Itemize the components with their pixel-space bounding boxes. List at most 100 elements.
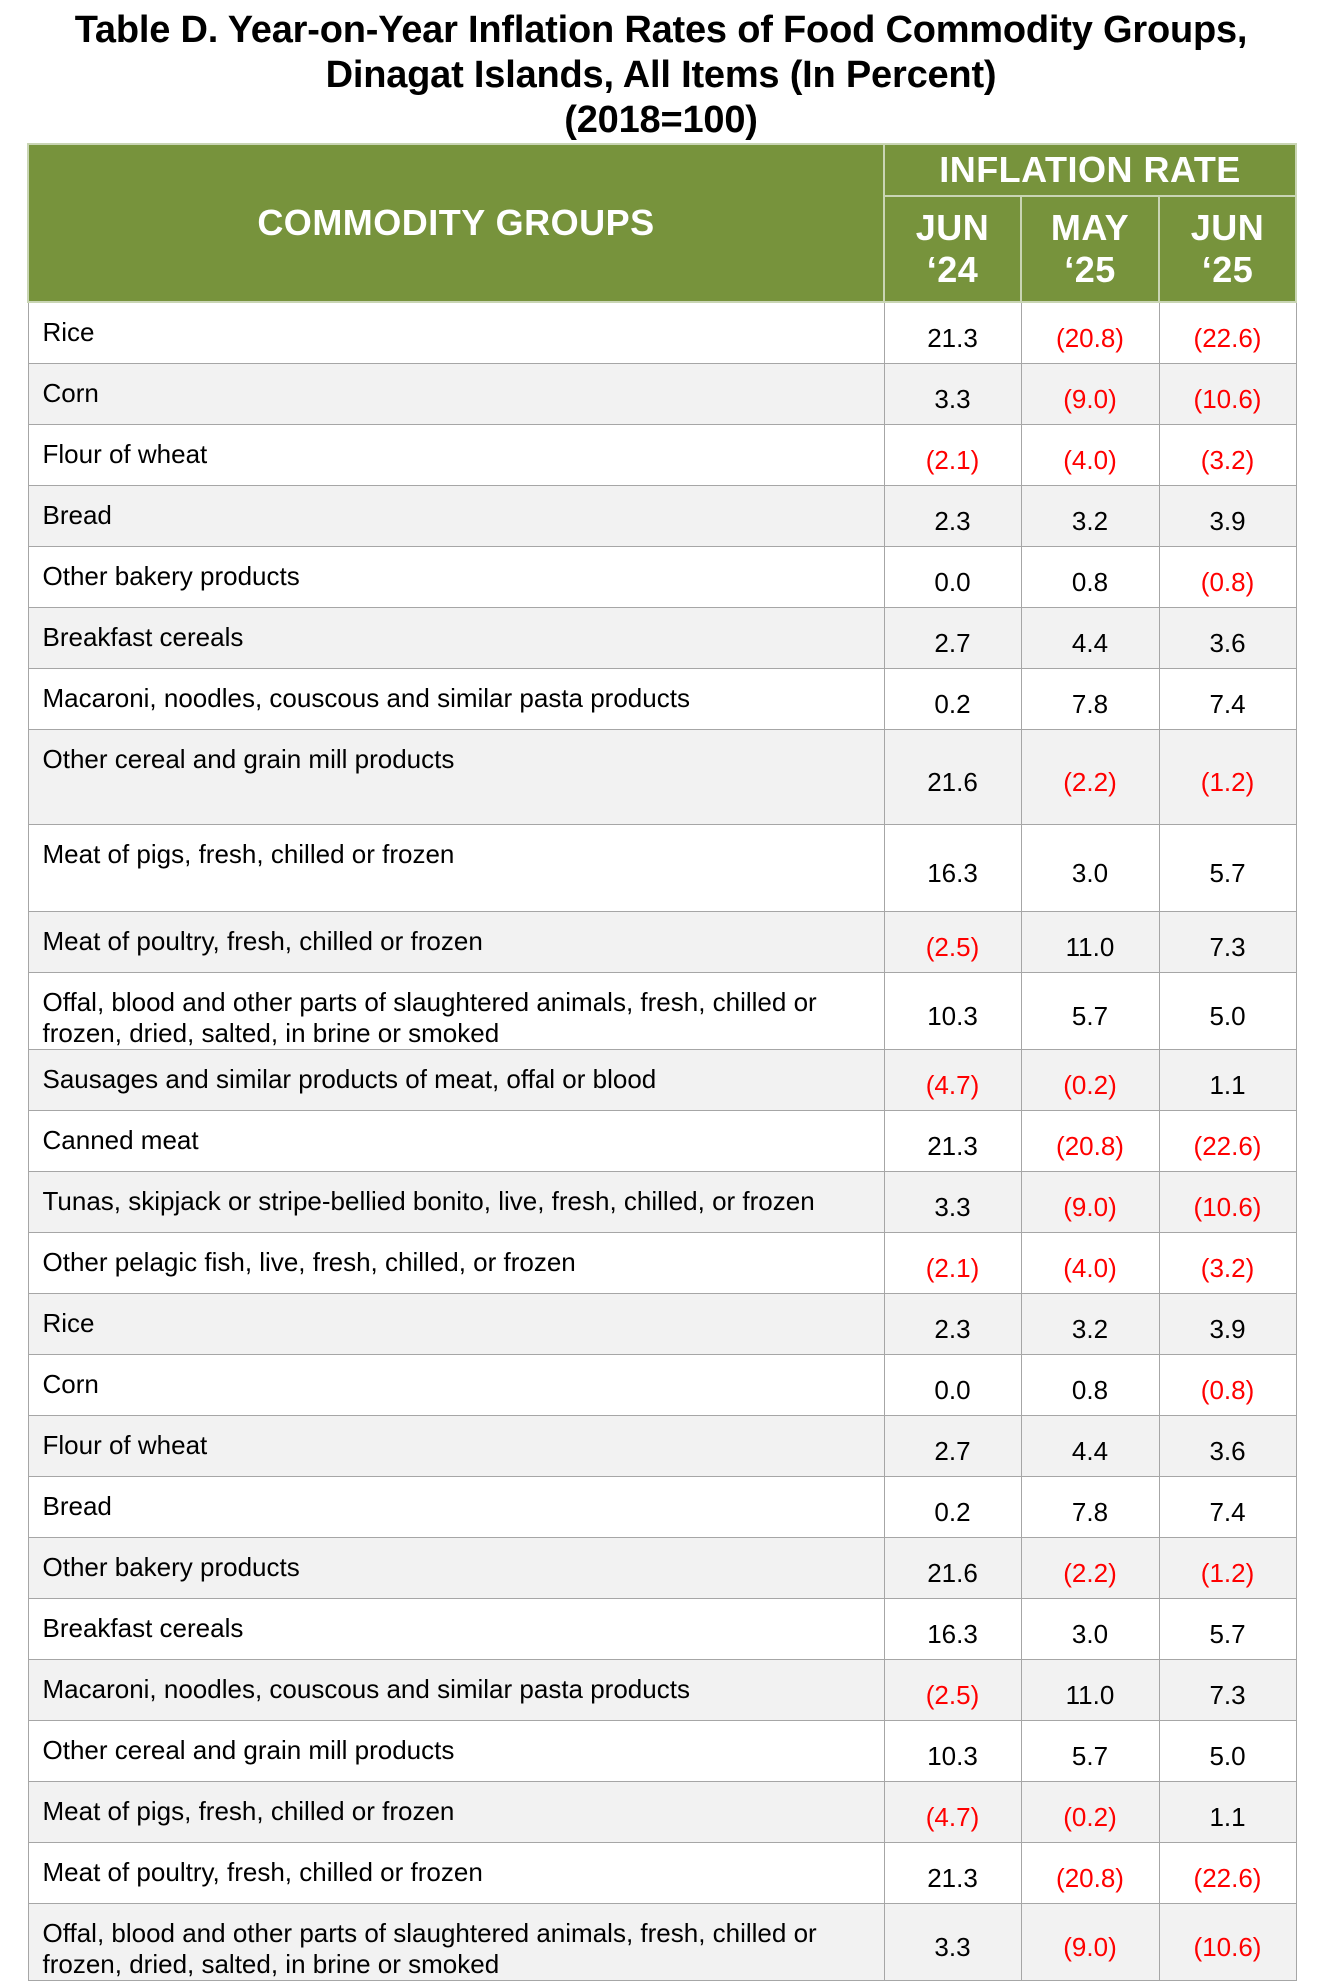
rate-cell: 21.3 [883,301,1022,364]
column-header-jun-24: JUN ‘24 [883,195,1022,303]
rate-cell: 21.3 [883,1842,1022,1904]
rate-cell: 2.7 [883,1415,1022,1477]
commodity-name: Offal, blood and other parts of slaughte… [27,1903,885,1981]
table-row: Meat of pigs, fresh, chilled or frozen 16… [27,824,1297,912]
rate-cell: (3.2) [1158,1232,1297,1294]
inflation-rate-header: INFLATION RATE [882,143,1298,197]
table-row: Bread 2.3 3.2 3.9 [27,485,1297,547]
rate-cell: 2.3 [883,485,1022,547]
commodity-name: Other bakery products [27,1537,885,1599]
rate-cell: (22.6) [1158,301,1297,364]
rate-cell: 0.2 [883,668,1022,730]
rate-cell: (0.2) [1020,1781,1160,1843]
table-row: Tunas, skipjack or stripe-bellied bonito… [27,1171,1297,1233]
rate-cell: 5.7 [1158,1598,1297,1660]
rate-cell: 7.3 [1158,1659,1297,1721]
table-row: Breakfast cereals 2.7 4.4 3.6 [27,607,1297,669]
rate-cell: 3.3 [883,1903,1022,1981]
rate-cell: (4.7) [883,1781,1022,1843]
commodity-name: Breakfast cereals [27,1598,885,1660]
rate-cell: (10.6) [1158,363,1297,425]
table-row: Meat of poultry, fresh, chilled or froze… [27,911,1297,973]
rate-cell: (22.6) [1158,1110,1297,1172]
commodity-name: Meat of pigs, fresh, chilled or frozen [27,824,885,912]
rate-cell: (4.7) [883,1049,1022,1111]
rate-cell: (22.6) [1158,1842,1297,1904]
column-year: ‘24 [926,249,979,290]
commodity-name: Sausages and similar products of meat, o… [27,1049,885,1111]
column-year: ‘25 [1201,249,1254,290]
commodity-name: Offal, blood and other parts of slaughte… [27,972,885,1050]
commodity-name: Macaroni, noodles, couscous and similar … [27,1659,885,1721]
rate-cell: 3.6 [1158,607,1297,669]
rate-cell: (9.0) [1020,1171,1160,1233]
table-title: Table D. Year-on-Year Inflation Rates of… [0,8,1322,143]
rate-cell: 11.0 [1020,1659,1160,1721]
rate-cell: 5.0 [1158,1720,1297,1782]
rate-cell: 0.8 [1020,546,1160,608]
rate-cell: 7.3 [1158,911,1297,973]
rate-cell: (1.2) [1158,729,1297,825]
rate-cell: (2.1) [883,424,1022,486]
commodity-name: Corn [27,1354,885,1416]
table-row: Other pelagic fish, live, fresh, chilled… [27,1232,1297,1294]
title-line-3: (2018=100) [564,99,758,141]
column-month: JUN [1190,207,1265,248]
rate-cell: 0.0 [883,1354,1022,1416]
rate-cell: 3.9 [1158,1293,1297,1355]
commodity-name: Flour of wheat [27,424,885,486]
table-row: Other bakery products 21.6 (2.2) (1.2) [27,1537,1297,1599]
rate-cell: 4.4 [1020,1415,1160,1477]
table-row: Flour of wheat (2.1) (4.0) (3.2) [27,424,1297,486]
rate-cell: 3.6 [1158,1415,1297,1477]
table-row: Rice 2.3 3.2 3.9 [27,1293,1297,1355]
rate-cell: 0.0 [883,546,1022,608]
commodity-name: Breakfast cereals [27,607,885,669]
commodity-name: Flour of wheat [27,1415,885,1477]
rate-cell: (20.8) [1020,1110,1160,1172]
commodity-name: Meat of pigs, fresh, chilled or frozen [27,1781,885,1843]
rate-cell: (2.2) [1020,1537,1160,1599]
rate-cell: 21.6 [883,1537,1022,1599]
commodity-name: Bread [27,1476,885,1538]
commodity-name: Other bakery products [27,546,885,608]
commodity-name: Macaroni, noodles, couscous and similar … [27,668,885,730]
commodity-name: Meat of poultry, fresh, chilled or froze… [27,911,885,973]
rate-cell: 5.7 [1020,1720,1160,1782]
title-line-1: Table D. Year-on-Year Inflation Rates of… [74,9,1248,51]
title-line-2: Dinagat Islands, All Items (In Percent) [325,54,997,96]
column-header-jun-25: JUN ‘25 [1157,195,1298,303]
rate-cell: 3.2 [1020,1293,1160,1355]
commodity-name: Bread [27,485,885,547]
rate-cell: 7.4 [1158,1476,1297,1538]
rate-cell: 5.0 [1158,972,1297,1050]
rate-cell: 0.8 [1020,1354,1160,1416]
rate-cell: (1.2) [1158,1537,1297,1599]
table-row: Other cereal and grain mill products 10.3… [27,1720,1297,1782]
rate-cell: 3.9 [1158,485,1297,547]
table-row: Other cereal and grain mill products 21.6… [27,729,1297,825]
rate-cell: 7.4 [1158,668,1297,730]
rate-cell: 10.3 [883,972,1022,1050]
rate-cell: 3.2 [1020,485,1160,547]
table-body: Rice 21.3 (20.8) (22.6) Corn 3.3 (9.0) (10.6) Fl… [27,301,1297,1981]
rate-cell: (0.2) [1020,1049,1160,1111]
commodity-name: Rice [27,1293,885,1355]
rate-cell: (2.5) [883,1659,1022,1721]
rate-cell: 16.3 [883,824,1022,912]
table-row: Rice 21.3 (20.8) (22.6) [27,301,1297,364]
table-row: Macaroni, noodles, couscous and similar … [27,1659,1297,1721]
rate-cell: 3.0 [1020,824,1160,912]
table-row: Corn 3.3 (9.0) (10.6) [27,363,1297,425]
rate-cell: 11.0 [1020,911,1160,973]
rate-cell: 3.0 [1020,1598,1160,1660]
rate-cell: 2.7 [883,607,1022,669]
rate-cell: (20.8) [1020,1842,1160,1904]
table-row: Other bakery products 0.0 0.8 (0.8) [27,546,1297,608]
table-row: Flour of wheat 2.7 4.4 3.6 [27,1415,1297,1477]
commodity-name: Tunas, skipjack or stripe-bellied bonito… [27,1171,885,1233]
column-month: JUN [915,207,990,248]
table-row: Canned meat 21.3 (20.8) (22.6) [27,1110,1297,1172]
rate-cell: 7.8 [1020,1476,1160,1538]
commodity-name: Corn [27,363,885,425]
